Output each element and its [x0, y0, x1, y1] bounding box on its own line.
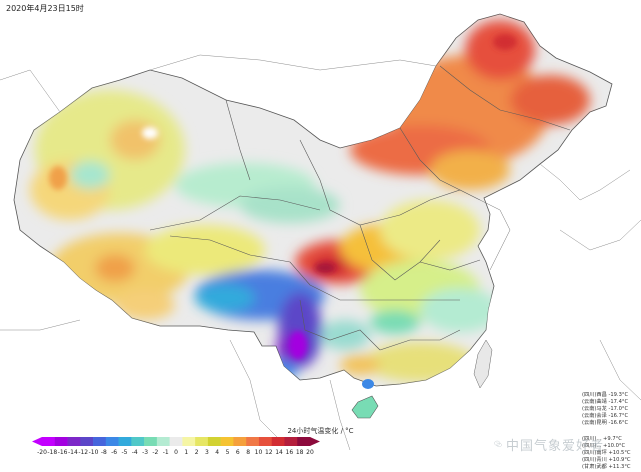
warming-station-row: (四川)青川 +10.9°C	[582, 457, 631, 463]
colorbar-tick-label: 12	[264, 449, 273, 456]
colorbar-segment	[258, 437, 273, 446]
colorbar-segment	[93, 437, 107, 446]
colorbar-tick-label: -16	[57, 449, 68, 456]
watermark-text: 中国气象爱好者	[505, 438, 604, 454]
legend-title: 24小时气温变化 / °C	[287, 427, 354, 435]
colorbar-segment	[169, 437, 183, 446]
neighbor-countries	[0, 54, 641, 451]
warming-station-row: (甘肃)武都 +11.3°C	[582, 464, 631, 470]
colorbar-segment	[233, 437, 247, 446]
leizhou-peninsula	[362, 379, 374, 389]
colorbar-tick-label: 0	[174, 449, 178, 456]
colorbar-tick-label: -4	[131, 449, 138, 456]
hainan-island	[351, 395, 379, 419]
colorbar-ticks: -20 -18 -16 -14 -12 -10 -8 -6 -5 -4 -3 -2 -1 0 1 2 3 4 5 6 8…	[0, 449, 641, 459]
temperature-field	[30, 20, 590, 382]
colorbar-segment	[67, 437, 81, 446]
colorbar-segment	[246, 437, 260, 446]
warming-station-row: (四川)... +10.0°C	[582, 443, 626, 449]
colorbar-min-arrow	[32, 437, 42, 446]
colorbar-tick-label: -18	[47, 449, 58, 456]
colorbar-tick-label: -8	[100, 449, 107, 456]
colorbar-segment	[42, 437, 56, 446]
watermark: 中国气象爱好者	[494, 432, 604, 456]
warming-station-row: (四川)南坪 +10.5°C	[582, 450, 631, 456]
colorbar-tick-label: 16	[285, 449, 294, 456]
colorbar-tick-label: 14	[275, 449, 283, 456]
colorbar-tick-label: -1	[162, 449, 169, 456]
colorbar-tick-label: 18	[295, 449, 304, 456]
colorbar-max-arrow	[310, 437, 320, 446]
province-boundaries	[149, 65, 571, 351]
colorbar-tick-label: -10	[88, 449, 99, 456]
warming-station-list: (四川)... +9.7°C (四川)... +10.0°C (四川)南坪 +10.…	[582, 436, 641, 471]
colorbar-tick-label: -3	[142, 449, 149, 456]
warming-station-row: (四川)... +9.7°C	[582, 436, 622, 442]
cooling-station-row: (云南)曲靖 -17.4°C	[582, 399, 629, 405]
colorbar-tick-label: 3	[205, 449, 209, 456]
cooling-station-row: (云南)会泽 -16.7°C	[582, 413, 629, 419]
colorbar-segment	[105, 437, 119, 446]
colorbar-segment	[195, 437, 209, 446]
colorbar-tick-label: 20	[306, 449, 314, 456]
colorbar-segment	[297, 437, 311, 446]
colorbar-tick-label: -12	[78, 449, 89, 456]
colorbar-segment	[144, 437, 158, 446]
colorbar-tick-label: 10	[254, 449, 263, 456]
colorbar-tick-label: -20	[37, 449, 47, 456]
colorbar-segment	[156, 437, 170, 446]
wechat-icon	[494, 440, 502, 448]
colorbar-tick-label: -5	[121, 449, 128, 456]
colorbar-segment	[131, 437, 145, 446]
colorbar-tick-label: 5	[225, 449, 230, 456]
colorbar-tick-label: -2	[152, 449, 159, 456]
colorbar-segment	[182, 437, 196, 446]
colorbar-tick-label: 1	[184, 449, 189, 456]
cooling-station-list: (四川)西昌 -19.3°C (云南)曲靖 -17.4°C (云南)马龙 -17.0…	[582, 392, 641, 427]
taiwan-island	[473, 339, 493, 389]
colorbar-segment	[207, 437, 221, 446]
colorbar-segment	[284, 437, 298, 446]
colorbar	[32, 437, 320, 446]
colorbar-tick-label: -14	[68, 449, 78, 456]
timestamp: 2020年4月23日15时	[6, 4, 84, 13]
colorbar-tick-label: 8	[246, 449, 251, 456]
colorbar-segment	[80, 437, 94, 446]
colorbar-segment	[271, 437, 285, 446]
cooling-station-row: (云南)马龙 -17.0°C	[582, 406, 629, 412]
coastline	[479, 199, 511, 271]
colorbar-tick-label: -6	[111, 449, 118, 456]
colorbar-tick-label: 2	[194, 449, 199, 456]
colorbar-segment	[54, 437, 68, 446]
colorbar-tick-label: 6	[235, 449, 240, 456]
colorbar-segment	[118, 437, 132, 446]
cooling-station-row: (云南)昆明 -16.6°C	[582, 420, 629, 426]
colorbar-segment	[220, 437, 234, 446]
colorbar-tick-label: 4	[215, 449, 220, 456]
cooling-station-row: (四川)西昌 -19.3°C	[582, 392, 629, 398]
